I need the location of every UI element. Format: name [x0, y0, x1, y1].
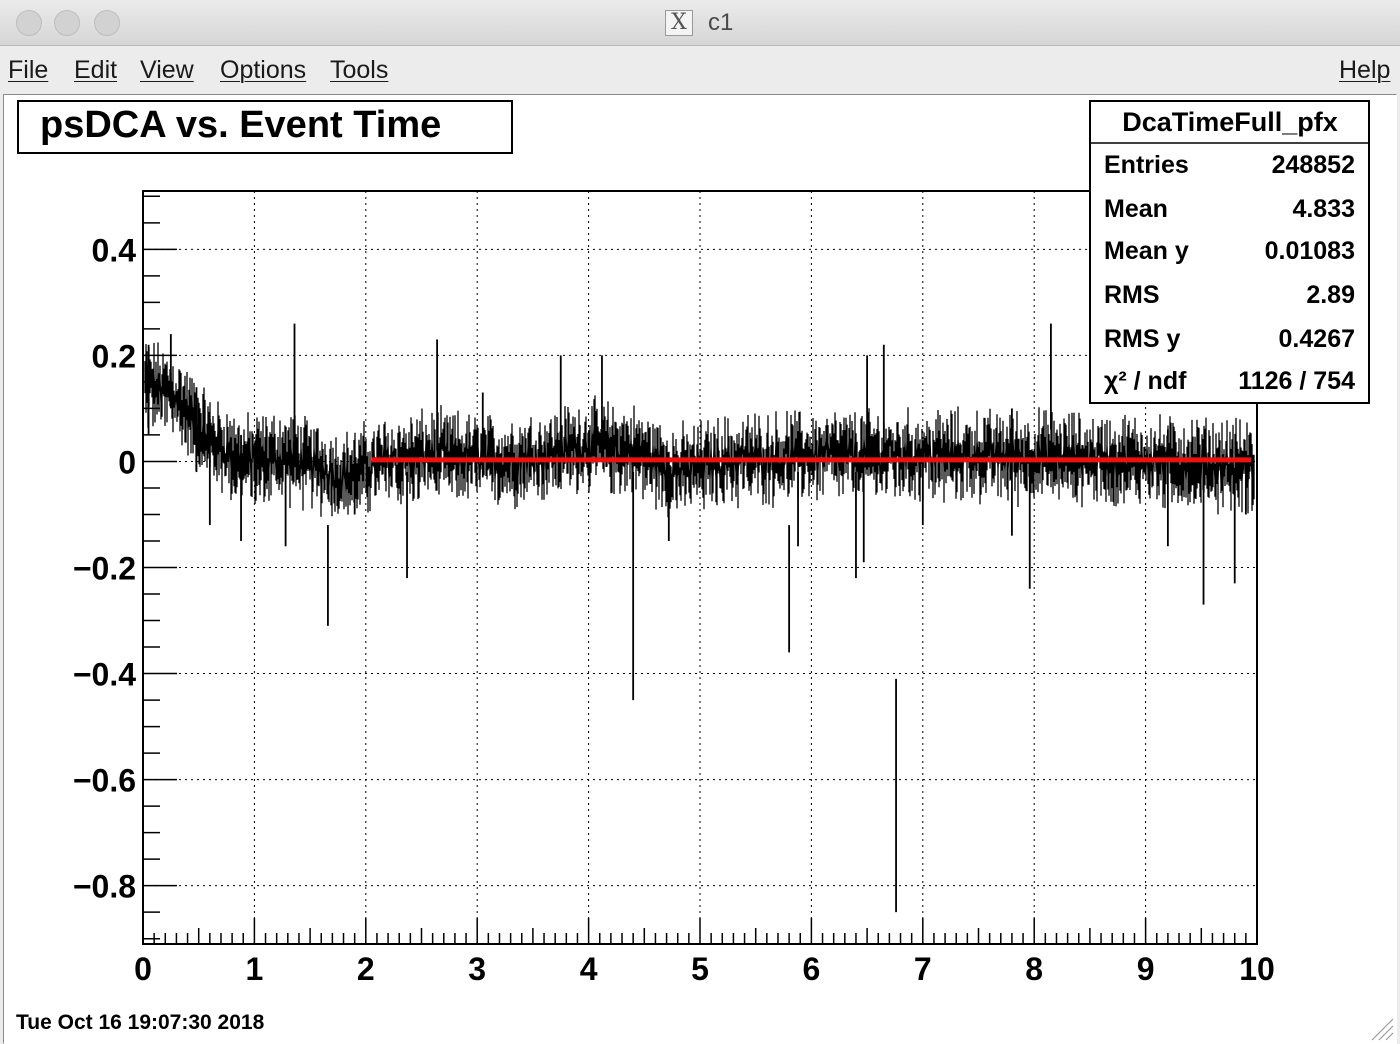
stats-row-label: Mean y — [1104, 237, 1189, 265]
profile-bins — [144, 342, 1255, 518]
x-tick-label: 7 — [914, 951, 932, 987]
stats-row-label: RMS — [1104, 281, 1160, 309]
x-tick-label: 10 — [1239, 951, 1275, 987]
x-tick-label: 0 — [134, 951, 152, 987]
x-tick-label: 3 — [468, 951, 486, 987]
window-title: c1 — [708, 9, 734, 36]
stats-row-value: 1126 / 754 — [1238, 367, 1355, 395]
histogram-plot[interactable]: psDCA vs. Event Time 0 1 2 3 4 5 6 7 8 9 10 0.4 0.2… — [4, 95, 1396, 1043]
menu-help[interactable]: Help — [1339, 56, 1391, 84]
x-tick-label: 6 — [803, 951, 821, 987]
y-tick-label: −0.6 — [73, 763, 136, 799]
stats-row-value: 0.01083 — [1265, 237, 1355, 265]
outlier-error-bars — [147, 323, 1247, 913]
plot-title-box — [17, 100, 513, 154]
stats-title: DcaTimeFull_pfx — [1122, 107, 1338, 137]
stats-row-value: 0.4267 — [1279, 325, 1355, 353]
y-tick-label: −0.8 — [73, 869, 136, 905]
menu-edit[interactable]: Edit — [74, 56, 118, 84]
menu-file[interactable]: File — [8, 56, 49, 84]
y-tick-label: −0.2 — [73, 551, 136, 587]
menu-view[interactable]: View — [140, 56, 194, 84]
stats-box-frame — [1089, 100, 1370, 404]
x-tick-label: 5 — [691, 951, 709, 987]
title-bar[interactable]: X c1 — [0, 0, 1400, 46]
stats-row-label: Entries — [1104, 151, 1189, 179]
y-tick-label: 0.4 — [92, 232, 137, 268]
y-tick-label: 0.2 — [92, 338, 136, 374]
x-tick-label: 1 — [246, 951, 264, 987]
x-tick-label: 2 — [357, 951, 375, 987]
stats-row-value: 248852 — [1272, 151, 1355, 179]
y-axis-tick-labels: 0.4 0.2 0 −0.2 −0.4 −0.6 −0.8 — [73, 232, 136, 904]
x-tick-label: 8 — [1025, 951, 1043, 987]
y-tick-label: 0 — [118, 444, 136, 480]
stats-box[interactable]: DcaTimeFull_pfx Entries 248852 Mean 4.833 Me… — [1089, 100, 1370, 404]
y-tick-label: −0.4 — [73, 657, 136, 693]
data-points — [144, 342, 1255, 518]
menu-options[interactable]: Options — [220, 56, 307, 84]
plot-title: psDCA vs. Event Time — [40, 104, 441, 146]
stats-row-label: RMS y — [1104, 325, 1181, 353]
x-axis-ticks — [142, 918, 1258, 944]
stats-row-value: 2.89 — [1306, 281, 1355, 309]
close-window-button[interactable] — [16, 10, 42, 36]
stats-row-label: Mean — [1104, 195, 1168, 223]
canvas-timestamp: Tue Oct 16 19:07:30 2018 — [16, 1011, 265, 1034]
menu-tools[interactable]: Tools — [330, 56, 389, 84]
x-tick-label: 4 — [580, 951, 598, 987]
zoom-window-button[interactable] — [94, 10, 120, 36]
stats-rows: Entries 248852 Mean 4.833 Mean y 0.01083 RMS 2.… — [1104, 151, 1355, 395]
stats-row-value: 4.833 — [1292, 195, 1355, 223]
x-tick-label: 9 — [1137, 951, 1155, 987]
menu-bar: File Edit View Options Tools Help — [0, 47, 1400, 93]
minimize-window-button[interactable] — [54, 10, 80, 36]
resize-grip-icon[interactable] — [1368, 1015, 1394, 1041]
y-axis-ticks — [143, 195, 177, 940]
stats-row-label: χ² / ndf — [1104, 367, 1187, 395]
x11-app-icon: X — [665, 10, 693, 36]
x-axis-tick-labels: 0 1 2 3 4 5 6 7 8 9 10 — [134, 951, 1275, 987]
root-canvas[interactable]: psDCA vs. Event Time 0 1 2 3 4 5 6 7 8 9 10 0.4 0.2… — [3, 94, 1397, 1044]
